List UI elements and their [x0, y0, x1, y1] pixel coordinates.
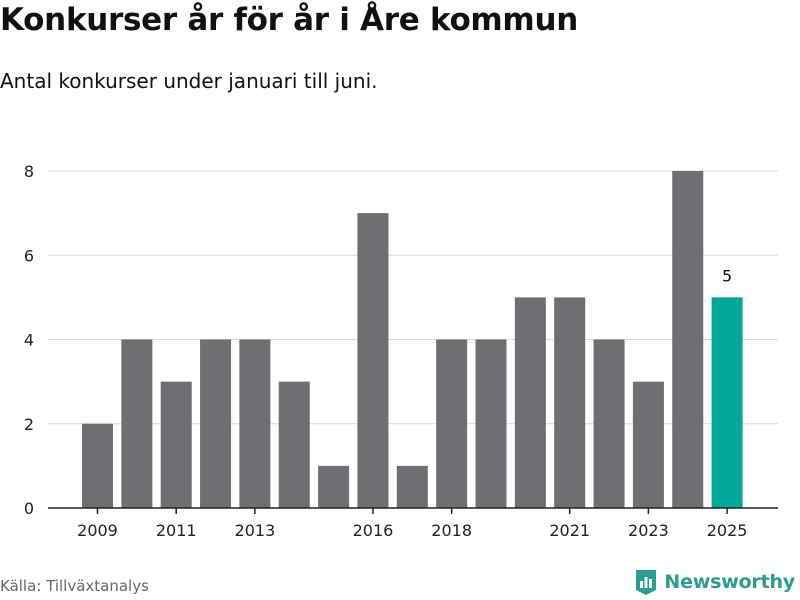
- bar-2011: [160, 381, 192, 508]
- bar-2009: [82, 423, 113, 508]
- chart-subtitle: Antal konkurser under januari till juni.: [0, 69, 378, 93]
- data-label: 5: [722, 266, 732, 285]
- bar-chart: 0 2 4 6 8 5 2009 2011 2013 2016 2018 2021 2023 2025: [24, 162, 778, 540]
- y-tick-label: 2: [24, 415, 34, 434]
- x-tick-label: 2013: [235, 521, 276, 540]
- bar-2018: [436, 339, 468, 508]
- bar-2025: [711, 297, 743, 508]
- bar-2012: [200, 339, 232, 508]
- bar-2010: [121, 339, 153, 508]
- bar-2015: [318, 465, 350, 508]
- x-tick-label: 2009: [77, 521, 118, 540]
- bar-2013: [239, 339, 271, 508]
- brand-name: Newsworthy: [664, 571, 795, 593]
- brand-logo: Newsworthy: [634, 568, 795, 596]
- y-tick-label: 8: [24, 162, 34, 181]
- y-axis-ticks: 0 2 4 6 8: [24, 162, 34, 518]
- y-tick-label: 4: [24, 331, 34, 350]
- bar-2023: [632, 381, 664, 508]
- x-tick-label: 2023: [628, 521, 669, 540]
- gridlines: [48, 170, 778, 425]
- y-tick-label: 6: [24, 246, 34, 265]
- bar-2020: [514, 297, 546, 508]
- bar-2014: [278, 381, 310, 508]
- x-tick-label: 2016: [353, 521, 394, 540]
- chart-logo-icon: [636, 570, 657, 595]
- bar-2016: [357, 213, 389, 508]
- x-tick-label: 2011: [156, 521, 197, 540]
- x-tick-label: 2025: [707, 521, 748, 540]
- x-axis-ticks: 2009 2011 2013 2016 2018 2021 2023 2025: [77, 508, 747, 540]
- bar-2024: [672, 171, 704, 508]
- source-note: Källa: Tillväxtanalys: [0, 577, 149, 595]
- bars: [82, 171, 743, 508]
- bar-2021: [554, 297, 586, 508]
- bar-2017: [396, 465, 428, 508]
- y-tick-label: 0: [24, 499, 34, 518]
- bar-2022: [593, 339, 625, 508]
- chart-title: Konkurser år för år i Åre kommun: [0, 2, 578, 38]
- x-tick-label: 2021: [549, 521, 590, 540]
- x-tick-label: 2018: [431, 521, 472, 540]
- data-labels: 5: [722, 266, 732, 285]
- bar-2019: [475, 339, 507, 508]
